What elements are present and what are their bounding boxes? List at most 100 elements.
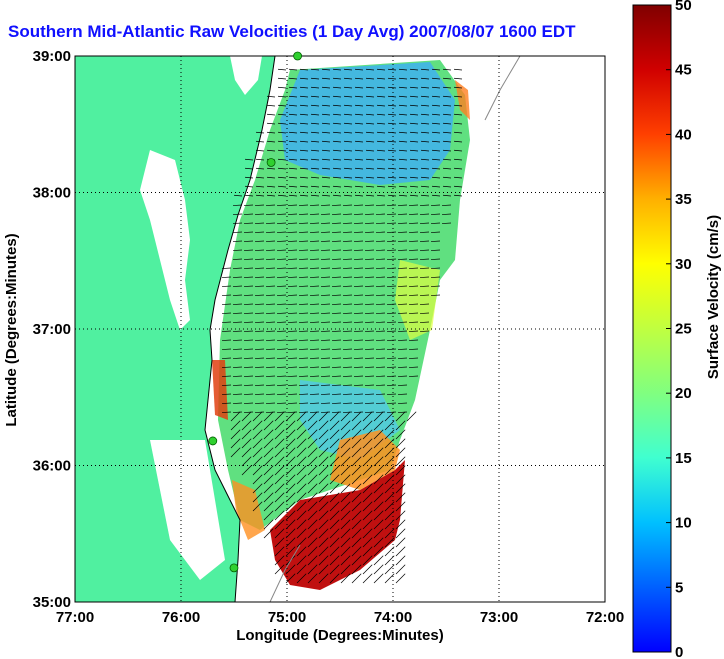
velocity-arrow (333, 104, 342, 107)
velocity-arrow (309, 285, 320, 287)
velocity-arrow (289, 131, 298, 134)
velocity-arrow (263, 501, 274, 512)
velocity-arrow (353, 276, 364, 278)
velocity-arrow (278, 140, 287, 143)
velocity-arrow (298, 411, 309, 413)
velocity-arrow (399, 176, 408, 179)
velocity-arrow (221, 393, 232, 395)
velocity-arrow (421, 86, 430, 89)
velocity-arrow (296, 519, 307, 530)
velocity-arrow (333, 68, 342, 71)
velocity-arrow (384, 492, 395, 503)
velocity-arrow (421, 167, 430, 170)
velocity-arrow (263, 528, 274, 539)
velocity-arrow (287, 285, 298, 287)
velocity-arrow (408, 321, 419, 323)
velocity-arrow (419, 294, 430, 296)
velocity-arrow (263, 483, 274, 494)
velocity-arrow (373, 528, 384, 539)
velocity-arrow (355, 113, 364, 116)
velocity-arrow (432, 158, 441, 161)
velocity-arrow (432, 194, 441, 197)
velocity-arrow (320, 348, 331, 350)
velocity-arrow (307, 447, 318, 458)
velocity-arrow (318, 465, 329, 476)
velocity-arrow (364, 285, 375, 287)
velocity-arrow (289, 68, 298, 71)
velocity-arrow (408, 222, 419, 224)
y-tick-label: 36:00 (33, 458, 71, 475)
velocity-arrow (243, 294, 254, 296)
velocity-arrow (307, 474, 318, 485)
velocity-arrow (384, 528, 395, 539)
velocity-arrow (331, 294, 342, 296)
velocity-arrow (353, 312, 364, 314)
velocity-arrow (311, 158, 320, 161)
velocity-arrow (221, 330, 232, 332)
velocity-arrow (243, 348, 254, 350)
velocity-arrow (395, 465, 406, 476)
velocity-arrow (276, 366, 287, 368)
velocity-arrow (364, 402, 375, 404)
velocity-arrow (454, 176, 463, 179)
velocity-arrow (364, 366, 375, 368)
velocity-arrow (351, 501, 362, 512)
velocity-arrow (333, 77, 342, 80)
velocity-arrow (296, 411, 307, 422)
velocity-arrow (388, 113, 397, 116)
velocity-arrow (243, 321, 254, 323)
velocity-arrow (296, 465, 307, 476)
shelf-contour-1 (484, 56, 521, 121)
velocity-arrow (373, 483, 384, 494)
velocity-arrow (265, 258, 276, 260)
velocity-arrow (318, 501, 329, 512)
velocity-arrow (274, 492, 285, 503)
velocity-arrows (221, 68, 463, 584)
velocity-arrow (373, 546, 384, 557)
velocity-arrow (276, 357, 287, 359)
colorbar-tick-label: 35 (675, 191, 692, 208)
velocity-arrow (287, 366, 298, 368)
velocity-arrow (243, 267, 254, 269)
velocity-arrow (454, 194, 463, 197)
velocity-arrow (289, 113, 298, 116)
velocity-arrow (329, 528, 340, 539)
velocity-arrow (254, 258, 265, 260)
velocity-arrow (408, 276, 419, 278)
velocity-arrow (276, 204, 287, 206)
velocity-arrow (377, 158, 386, 161)
velocity-arrow (388, 140, 397, 143)
velocity-arrow (443, 176, 452, 179)
velocity-arrow (353, 339, 364, 341)
velocity-arrow (432, 95, 441, 98)
velocity-arrow (364, 222, 375, 224)
velocity-arrow (386, 348, 397, 350)
velocity-arrow (388, 104, 397, 107)
velocity-arrow (353, 303, 364, 305)
velocity-arrow (386, 375, 397, 377)
velocity-arrow (329, 492, 340, 503)
velocity-arrow (287, 411, 298, 413)
velocity-arrow (342, 267, 353, 269)
velocity-arrow (307, 537, 318, 548)
velocity-arrow (243, 411, 254, 413)
y-tick-label: 35:00 (33, 594, 71, 611)
velocity-arrow (256, 176, 265, 179)
velocity-arrow (254, 330, 265, 332)
velocity-arrow (267, 140, 276, 143)
velocity-arrow (342, 222, 353, 224)
velocity-arrow (254, 240, 265, 242)
velocity-arrow (342, 330, 353, 332)
velocity-arrow (362, 456, 373, 467)
velocity-arrow (353, 384, 364, 386)
velocity-arrow (274, 438, 285, 449)
velocity-arrow (245, 185, 254, 188)
velocity-arrow (320, 276, 331, 278)
velocity-arrow (333, 167, 342, 170)
velocity-arrow (443, 122, 452, 125)
colorbar-tick-label: 50 (675, 0, 692, 14)
velocity-arrow (362, 420, 373, 431)
velocity-arrow (353, 222, 364, 224)
shelf-contour-2 (269, 544, 301, 602)
velocity-arrow (232, 366, 243, 368)
